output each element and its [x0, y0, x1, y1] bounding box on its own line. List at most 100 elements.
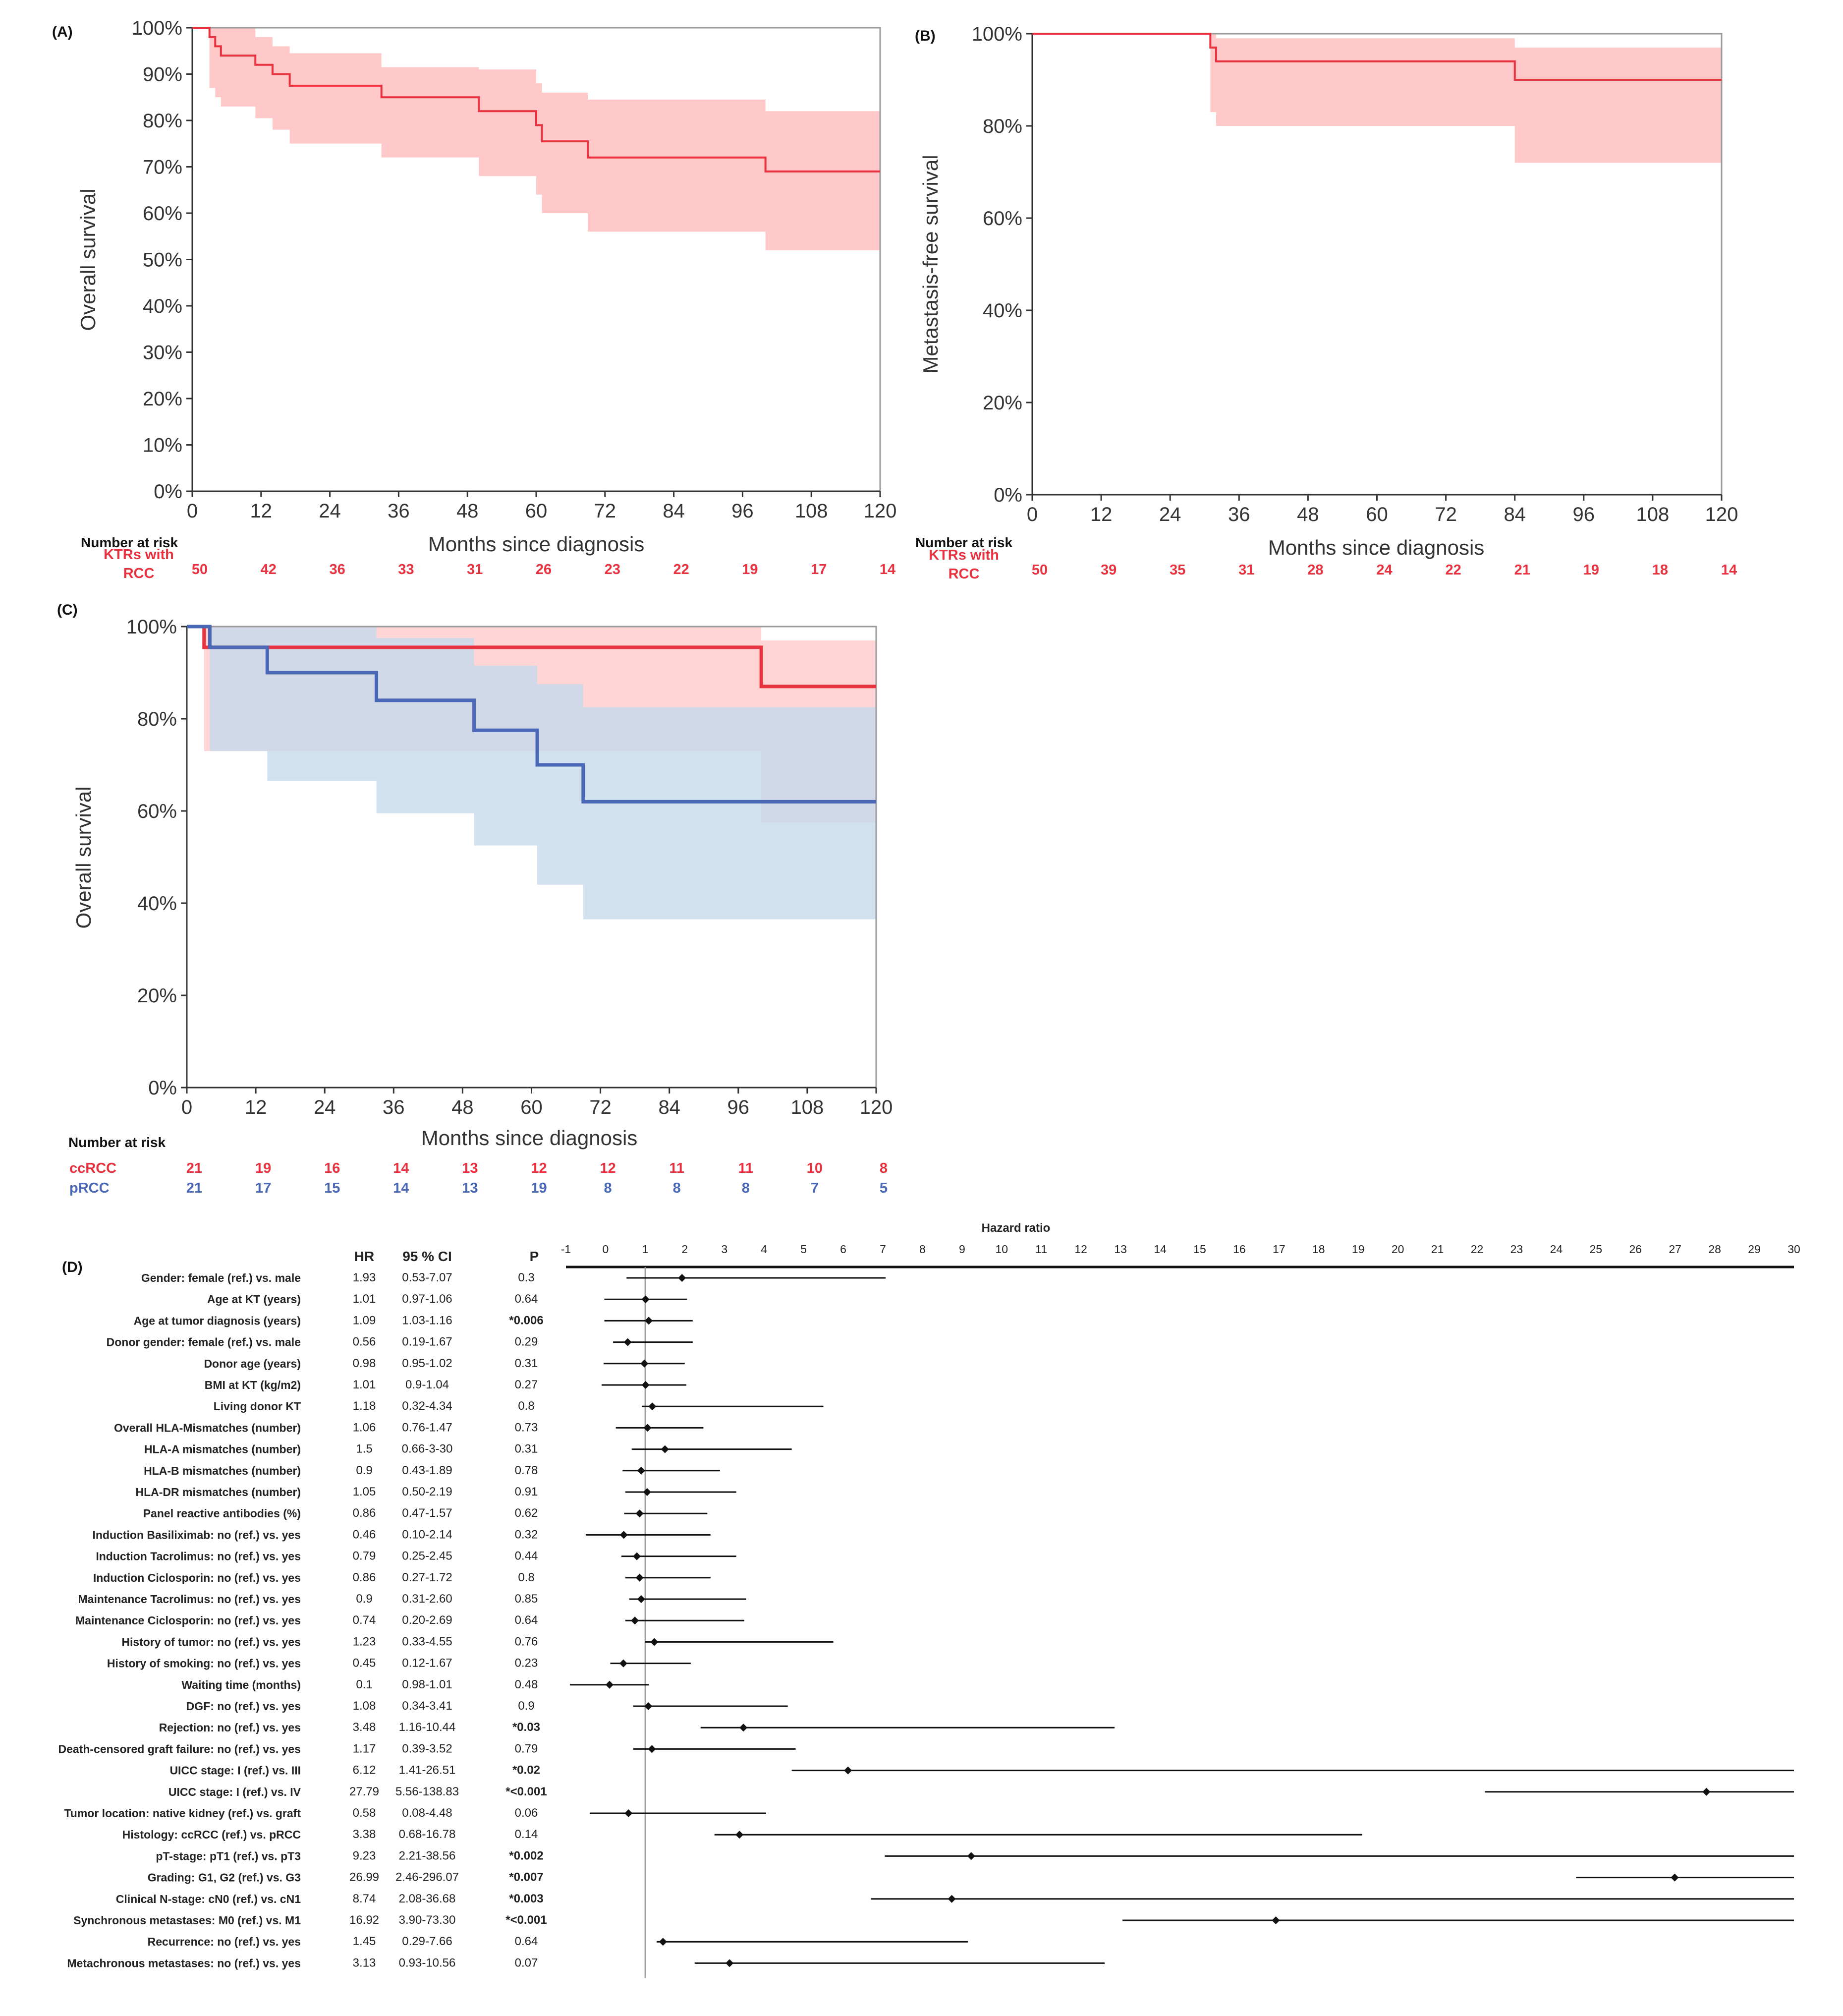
risk-count: 23 — [605, 562, 620, 577]
hr-point-marker — [844, 1766, 852, 1775]
ci-value: 0.43-1.89 — [402, 1464, 452, 1477]
hr-value: 3.38 — [353, 1828, 376, 1841]
ci-value: 0.66-3-30 — [402, 1442, 453, 1456]
risk-count: 50 — [192, 562, 208, 577]
forest-tick-label: 23 — [1510, 1243, 1523, 1256]
km-line-ktrs-with-rcc — [1032, 33, 1722, 81]
km-line-prcc — [187, 625, 876, 804]
ci-value: 0.25-2.45 — [402, 1550, 452, 1563]
forest-tick-label: 7 — [880, 1243, 886, 1256]
risk-count: 31 — [467, 562, 483, 577]
hr-point-marker — [623, 1338, 632, 1346]
forest-row-label: Living donor KT — [214, 1400, 301, 1413]
p-value: *0.003 — [509, 1892, 543, 1905]
ci-value: 0.08-4.48 — [402, 1806, 452, 1820]
y-tick-label: 0% — [154, 481, 182, 503]
forest-row-label: BMI at KT (kg/m2) — [205, 1379, 301, 1391]
risk-row-label: KTRs with — [104, 547, 174, 563]
ci-value: 1.16-10.44 — [399, 1721, 456, 1734]
forest-row: Living donor KT 1.18 0.32-4.34 0.8 — [214, 1399, 824, 1413]
forest-tick-label: -1 — [561, 1243, 571, 1256]
p-value: 0.31 — [515, 1357, 538, 1370]
ci-value: 0.68-16.78 — [399, 1828, 456, 1841]
ci-value: 2.21-38.56 — [399, 1849, 456, 1862]
hr-point-marker — [641, 1295, 650, 1304]
forest-row-label: Clinical N-stage: cN0 (ref.) vs. cN1 — [116, 1893, 301, 1905]
ci-value: 0.95-1.02 — [402, 1357, 452, 1370]
risk-count: 19 — [1583, 562, 1599, 578]
risk-row-label: ccRCC — [69, 1160, 116, 1176]
forest-tick-label: 14 — [1154, 1243, 1167, 1256]
p-value: 0.32 — [515, 1528, 538, 1541]
hr-point-marker — [1702, 1787, 1711, 1796]
forest-tick-label: 8 — [919, 1243, 926, 1256]
forest-row-label: Death-censored graft failure: no (ref.) … — [58, 1742, 301, 1755]
ci-band-ktrs-with-rcc — [1032, 34, 1722, 163]
x-tick-label: 120 — [864, 500, 897, 522]
y-tick-label: 20% — [143, 388, 182, 410]
risk-count: 22 — [1445, 562, 1461, 578]
forest-tick-label: 9 — [959, 1243, 965, 1256]
risk-count: 18 — [1652, 562, 1668, 578]
risk-row-label: KTRs with — [929, 547, 999, 563]
y-tick-label: 20% — [983, 392, 1022, 414]
forest-tick-label: 27 — [1669, 1243, 1681, 1256]
ci-bands — [187, 627, 876, 920]
km-panel-2: 0% 20% 40% 60% 80% 100% 0 12 24 36 48 60 72 84 96 108 12… — [915, 23, 1738, 582]
forest-row: Panel reactive antibodies (%) 0.86 0.47-1.… — [143, 1506, 708, 1520]
hr-value: 0.74 — [353, 1613, 376, 1627]
hr-value: 0.58 — [353, 1806, 376, 1820]
forest-tick-label: 10 — [995, 1243, 1008, 1256]
forest-tick-label: 30 — [1787, 1243, 1800, 1256]
x-tick-label: 72 — [594, 500, 616, 522]
forest-row-label: Induction Basiliximab: no (ref.) vs. yes — [93, 1528, 301, 1541]
forest-row: Gender: female (ref.) vs. male 1.93 0.53-7… — [141, 1271, 886, 1284]
risk-count: 42 — [261, 562, 277, 577]
x-tick-label: 0 — [181, 1096, 192, 1118]
y-tick-label: 80% — [137, 708, 177, 730]
x-tick-label: 36 — [1228, 504, 1250, 525]
p-value: *<0.001 — [505, 1785, 547, 1798]
forest-tick-label: 20 — [1392, 1243, 1404, 1256]
forest-row: Synchronous metastases: M0 (ref.) vs. M1… — [73, 1913, 1794, 1927]
hr-point-marker — [637, 1595, 645, 1603]
risk-count: 14 — [393, 1160, 409, 1176]
ci-value: 0.33-4.55 — [402, 1635, 452, 1648]
hr-point-marker — [635, 1573, 644, 1582]
risk-count: 13 — [462, 1180, 478, 1196]
y-tick-label: 80% — [143, 110, 182, 132]
x-tick-label: 12 — [250, 500, 273, 522]
p-value: 0.27 — [515, 1378, 538, 1391]
forest-row-label: Grading: G1, G2 (ref.) vs. G3 — [148, 1871, 301, 1884]
forest-row-label: Age at KT (years) — [207, 1293, 301, 1306]
hr-value: 1.5 — [356, 1442, 372, 1456]
risk-count: 19 — [255, 1160, 271, 1176]
ci-value: 0.29-7.66 — [402, 1935, 452, 1948]
ci-value: 0.53-7.07 — [402, 1271, 452, 1284]
hr-point-marker — [641, 1381, 650, 1389]
risk-table-title: Number at risk — [81, 535, 178, 550]
hr-value: 8.74 — [353, 1892, 376, 1905]
hr-column-header: HR — [354, 1249, 374, 1264]
forest-row-label: Panel reactive antibodies (%) — [143, 1507, 301, 1520]
hr-point-marker — [678, 1274, 686, 1282]
risk-count: 35 — [1170, 562, 1185, 578]
forest-row: HLA-DR mismatches (number) 1.05 0.50-2.19 0… — [135, 1485, 736, 1498]
forest-tick-label: 17 — [1273, 1243, 1285, 1256]
p-value: 0.64 — [515, 1935, 538, 1948]
risk-row-label: pRCC — [69, 1180, 110, 1196]
ci-value: 0.27-1.72 — [402, 1571, 452, 1584]
km-line-ktrs-with-rcc — [192, 27, 880, 173]
y-tick-label: 80% — [983, 115, 1022, 137]
forest-row-label: Gender: female (ref.) vs. male — [141, 1271, 301, 1284]
hr-point-marker — [648, 1745, 656, 1753]
x-tick-label: 108 — [795, 500, 828, 522]
forest-tick-label: 19 — [1352, 1243, 1365, 1256]
forest-tick-label: 22 — [1471, 1243, 1484, 1256]
hr-value: 0.1 — [356, 1678, 372, 1691]
y-tick-label: 100% — [132, 17, 182, 39]
hr-value: 0.79 — [353, 1550, 376, 1563]
ci-value: 0.12-1.67 — [402, 1657, 452, 1670]
